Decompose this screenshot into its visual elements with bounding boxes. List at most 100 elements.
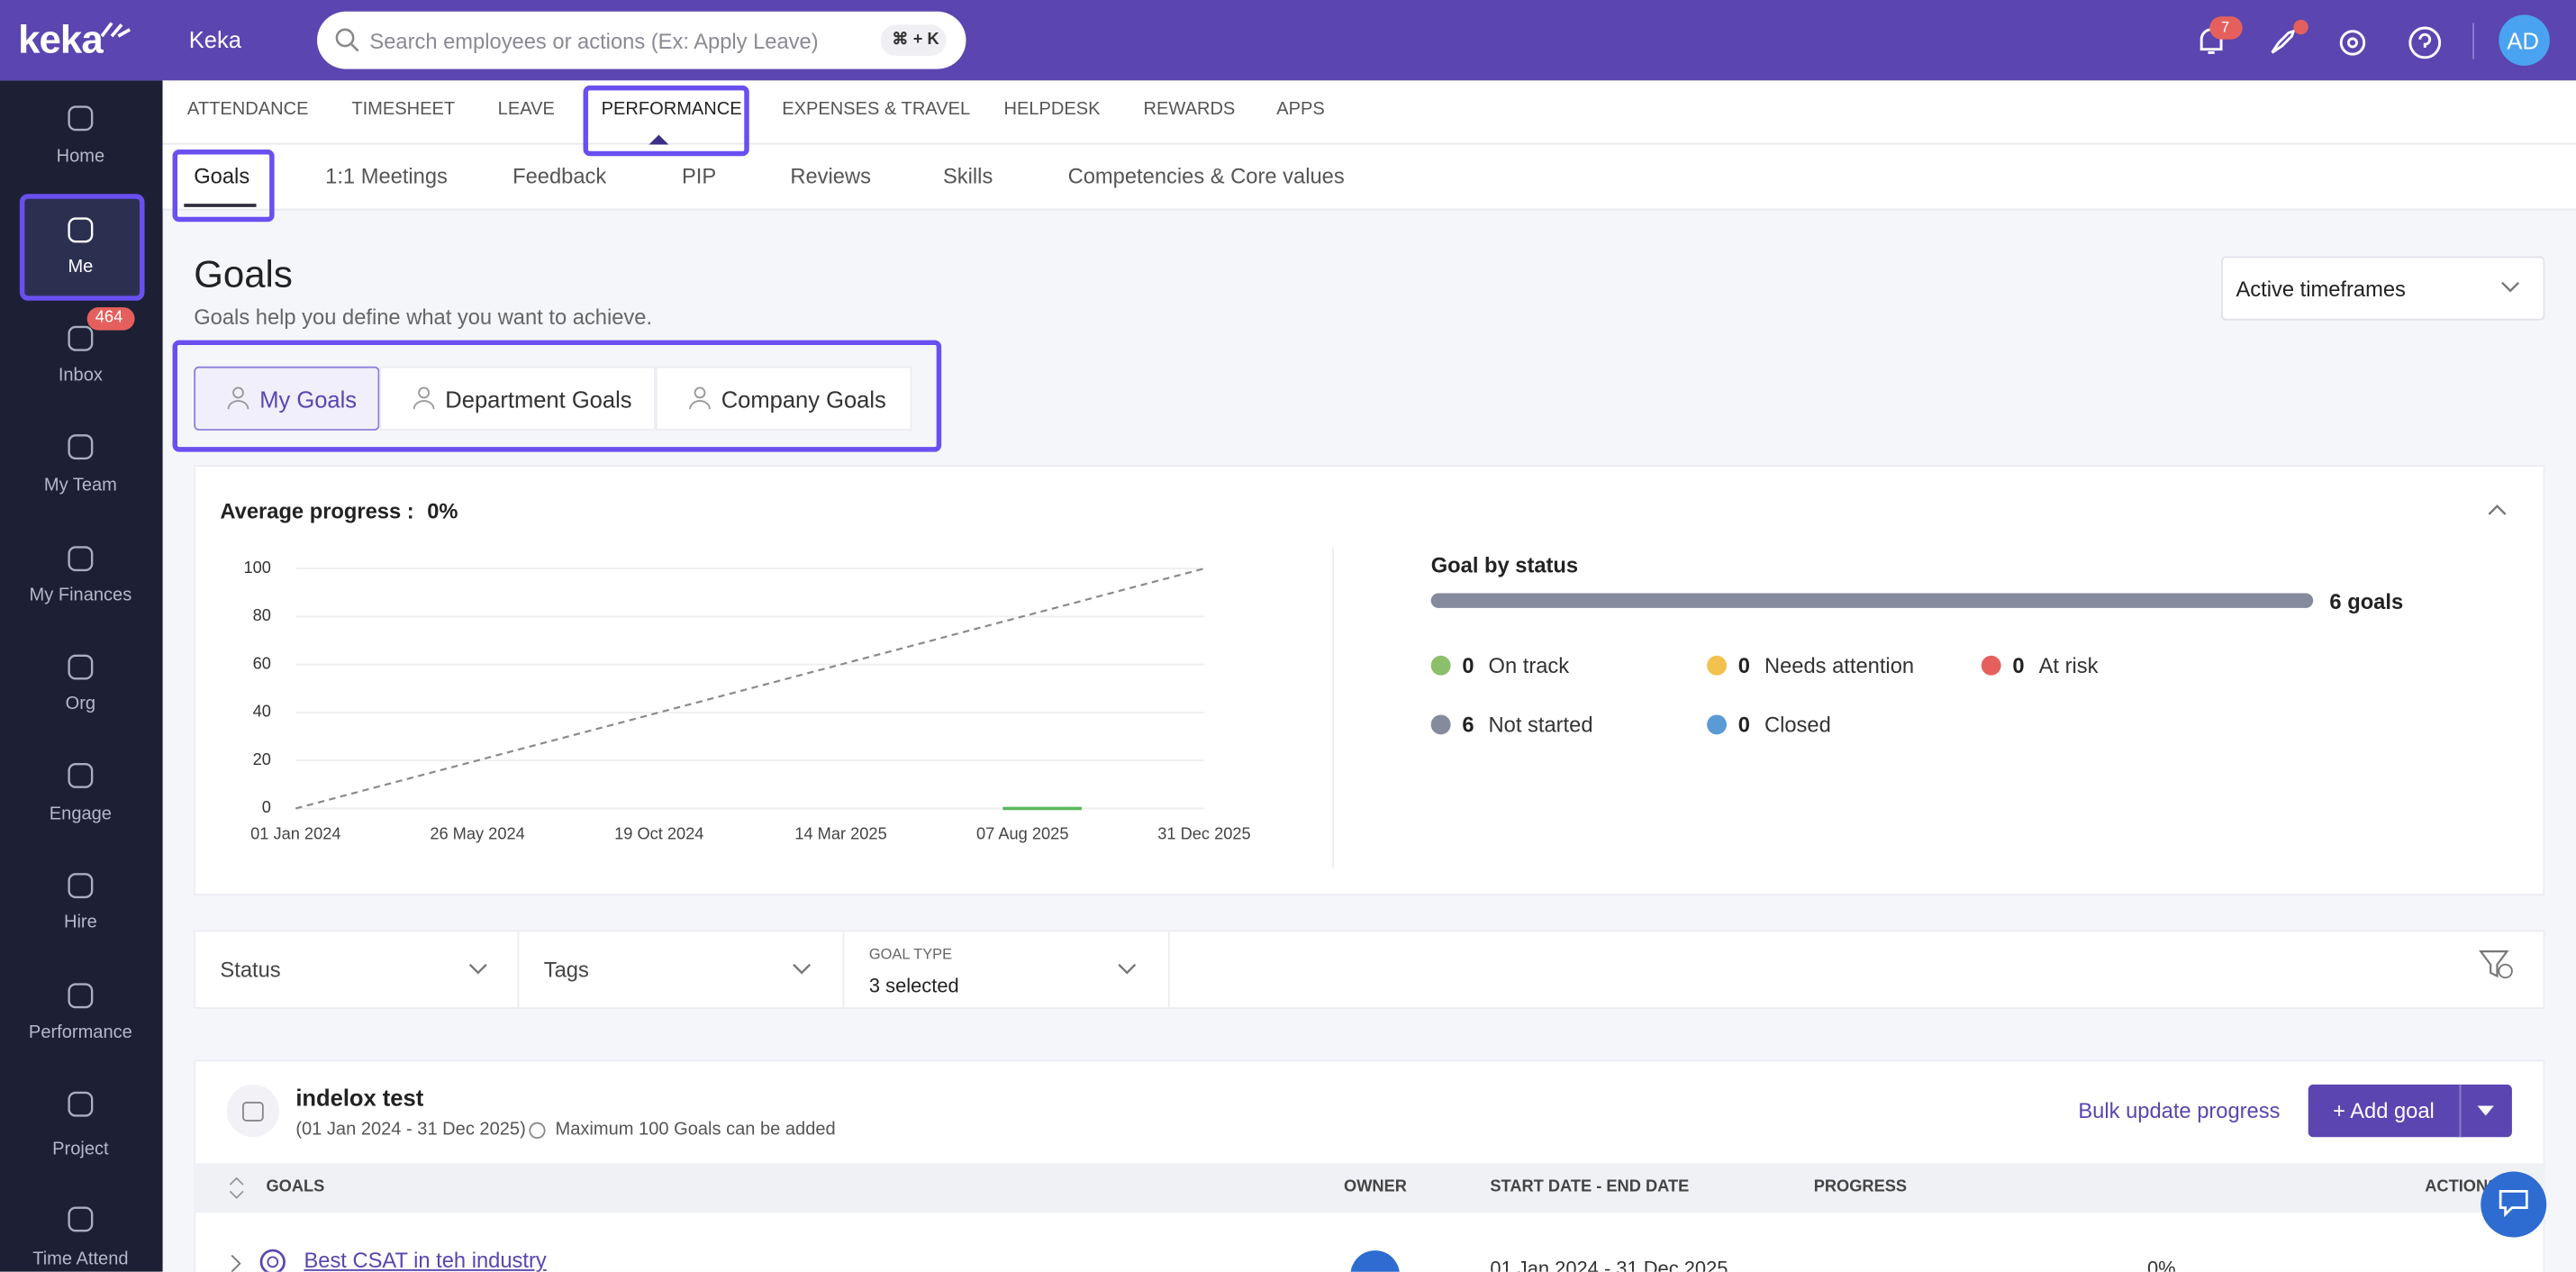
sidebar-label[interactable]: My Finances [29,586,132,606]
goal-type-value[interactable]: 3 selected [868,974,959,998]
sidebar-icon [68,325,94,351]
sub-tab[interactable]: Reviews [790,163,871,188]
notification-badge [2209,16,2243,40]
goal-tabs-highlight [172,340,942,452]
inbox-badge [86,307,135,331]
owner-avatar [1350,1250,1401,1272]
sort-arrows [229,1177,244,1199]
person-body [689,400,711,410]
add-goal-button[interactable] [2308,1084,2512,1138]
table-header [194,1163,2545,1213]
help-icon [2408,26,2442,59]
bulk-update-link[interactable]: Bulk update progress [2078,1098,2281,1123]
goal-tab[interactable] [655,366,912,431]
icon-shape [68,217,94,243]
sidebar-label[interactable]: Org [65,694,96,714]
sidebar-label[interactable]: My Team [43,476,117,495]
chevron [468,963,487,975]
filter-clear-icon [2479,950,2513,979]
sidebar-label[interactable]: Performance [28,1022,132,1043]
sub-tab[interactable]: PIP [681,163,717,188]
chevron-path [468,963,487,975]
sub-tab[interactable]: 1:1 Meetings [325,163,448,188]
top-tab[interactable]: ATTENDANCE [186,99,309,120]
timeframe-dropdown[interactable] [2221,256,2545,321]
sidebar-icon [68,762,94,788]
performance-highlight [583,85,749,157]
goal-tab-label: Department Goals [445,386,632,413]
status-dot [1430,714,1451,735]
chat-shape [2499,1190,2528,1218]
y-tick-label: 40 [253,702,271,721]
sub-tab[interactable]: Goals [194,163,250,188]
icon-shape [68,654,94,680]
filter-bar [194,930,2545,1009]
progress-chart: 0 20 40 60 80 100 01 Jan 2024 26 May 2024 19 Oct… [244,558,1251,842]
filter-tags[interactable]: Tags [543,957,589,982]
sub-tab[interactable]: Feedback [512,163,607,188]
top-tab[interactable]: LEAVE [497,99,555,120]
expand-chevron [231,1254,241,1272]
sidebar-label[interactable]: Engage [49,804,112,824]
x-tick-label: 01 Jan 2024 [250,823,340,842]
chevron-path [1118,963,1137,975]
icon-shape [68,983,94,1009]
sidebar-label[interactable]: Project [52,1139,109,1159]
sub-tab[interactable]: Competencies & Core values [1067,163,1345,188]
header-divider [2472,23,2474,59]
top-tab-bar [162,80,2576,145]
funnel [2479,950,2509,978]
x-tick-label: 07 Aug 2025 [976,823,1068,842]
y-tick-label: 80 [253,605,271,624]
sidebar-label[interactable]: Hire [63,913,97,933]
person-head [418,386,430,399]
goal-tab[interactable] [194,366,380,431]
info-icon [529,1122,546,1140]
brand-mark [100,22,132,38]
chevron-path [2501,281,2520,293]
logo-rays [100,22,132,38]
sidebar-label[interactable]: Me [68,257,94,277]
top-tab[interactable]: APPS [1276,99,1325,120]
org-name: Keka [188,26,241,53]
add-goal-caret [2477,1105,2494,1116]
goals-highlight [172,149,275,223]
goal-name[interactable]: Best CSAT in teh industry [304,1248,547,1272]
top-tab[interactable]: HELPDESK [1003,99,1101,120]
icon-shape [68,434,94,460]
brand-logo: keka [18,18,104,63]
search-box[interactable] [317,11,966,69]
chevron-path [793,963,812,975]
sidebar-label[interactable]: Home [56,147,105,168]
sidebar-icon [68,1091,94,1117]
top-tab[interactable]: TIMESHEET [351,99,456,120]
chat-bubble[interactable] [2481,1171,2547,1238]
inbox-badge-count: 464 [95,308,123,327]
gear-outer [2339,30,2366,56]
sidebar-label[interactable]: Time Attend [32,1249,129,1270]
sidebar-icon [68,654,94,680]
goal-tab-icon [413,386,435,410]
top-tab[interactable]: REWARDS [1143,99,1236,120]
filter-status[interactable]: Status [220,957,281,982]
sidebar-icon [68,434,94,460]
add-goal-divider [2459,1084,2462,1138]
chevron [2501,281,2520,293]
target-outer [259,1249,286,1272]
sub-tab[interactable]: Skills [942,163,993,188]
sidebar-icon [68,546,94,572]
icon-shape [68,762,94,788]
goal-tab[interactable] [379,366,656,431]
timeframe-label: Active timeframes [2236,277,2406,302]
rocket-icon [2271,29,2296,54]
icon-shape [68,105,94,132]
help-mark [2418,32,2432,48]
filter-divider [1167,930,1170,1009]
sidebar-icon [68,1206,94,1232]
rocket [2271,29,2296,54]
top-tab[interactable]: PERFORMANCE [601,99,742,120]
status-count: 0 [1737,653,1750,678]
top-tab[interactable]: EXPENSES & TRAVEL [782,99,971,120]
chat-icon [2499,1190,2528,1218]
sidebar-label[interactable]: Inbox [58,365,103,386]
